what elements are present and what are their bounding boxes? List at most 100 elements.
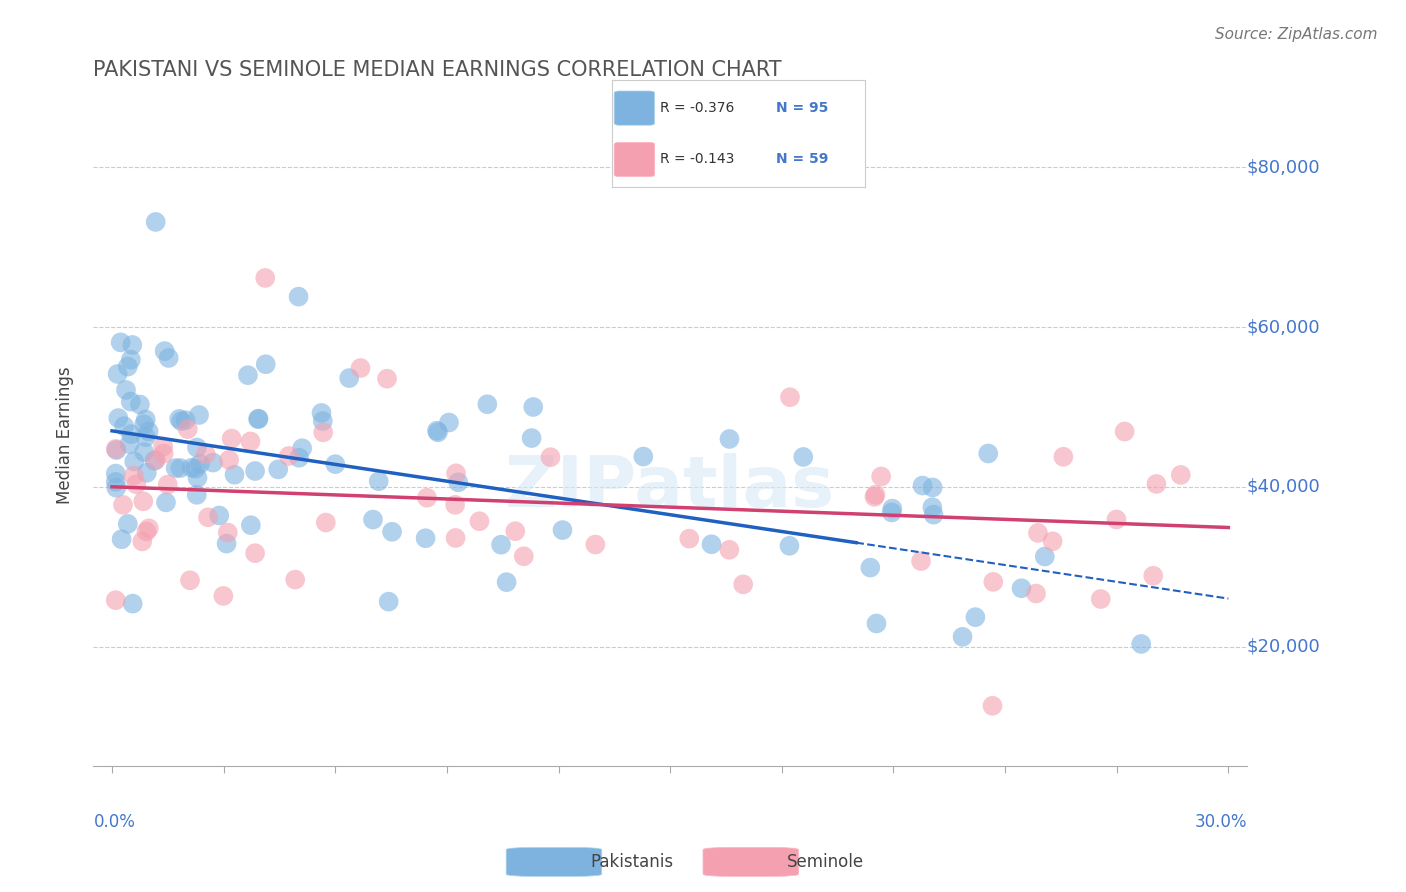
Seminole [1144,477,1167,491]
Seminole [138,521,160,535]
Pakistanis [965,610,987,624]
Pakistanis [633,450,655,464]
Seminole [212,589,235,603]
Pakistanis [254,357,277,371]
Seminole [981,574,1004,589]
Pakistanis [718,432,741,446]
Text: 30.0%: 30.0% [1195,813,1247,830]
Pakistanis [922,508,945,522]
Pakistanis [122,454,145,468]
Pakistanis [522,400,544,414]
Pakistanis [367,474,389,488]
Pakistanis [120,352,142,367]
Seminole [1042,534,1064,549]
Seminole [156,477,179,491]
Pakistanis [1130,637,1153,651]
Seminole [125,477,148,491]
Text: $80,000: $80,000 [1247,158,1320,177]
Pakistanis [977,446,1000,460]
Pakistanis [477,397,499,411]
Pakistanis [117,359,139,374]
Text: Seminole: Seminole [787,853,865,871]
Seminole [444,531,467,545]
Pakistanis [153,344,176,359]
Pakistanis [437,416,460,430]
Seminole [217,525,239,540]
Seminole [678,532,700,546]
Pakistanis [495,575,517,590]
Pakistanis [121,597,143,611]
Seminole [197,510,219,524]
Seminole [152,440,174,454]
Pakistanis [880,506,903,520]
Pakistanis [132,417,155,432]
Seminole [1052,450,1074,464]
Pakistanis [118,437,141,451]
Pakistanis [188,408,211,422]
Pakistanis [700,537,723,551]
Seminole [1090,591,1112,606]
Text: $40,000: $40,000 [1247,478,1320,496]
Seminole [243,546,266,560]
Pakistanis [167,412,190,426]
Seminole [194,447,217,461]
Pakistanis [921,500,943,515]
Pakistanis [104,475,127,489]
Pakistanis [1033,549,1056,564]
Pakistanis [110,335,132,350]
Pakistanis [157,351,180,365]
Seminole [444,498,467,512]
Seminole [312,425,335,440]
Seminole [104,442,127,456]
Pakistanis [377,594,399,608]
Pakistanis [135,466,157,480]
Pakistanis [361,513,384,527]
Seminole [375,372,398,386]
Pakistanis [236,368,259,383]
Seminole [718,542,741,557]
Pakistanis [138,425,160,439]
Seminole [218,453,240,467]
Pakistanis [169,461,191,475]
Pakistanis [135,412,157,426]
Pakistanis [381,524,404,539]
Pakistanis [921,480,943,494]
Seminole [122,468,145,483]
Pakistanis [520,431,543,445]
Text: PAKISTANI VS SEMINOLE MEDIAN EARNINGS CORRELATION CHART: PAKISTANI VS SEMINOLE MEDIAN EARNINGS CO… [93,60,782,79]
Pakistanis [247,411,270,425]
Pakistanis [291,442,314,456]
Pakistanis [208,508,231,523]
Pakistanis [145,215,167,229]
Pakistanis [267,462,290,476]
Text: R = -0.376: R = -0.376 [659,101,734,115]
Pakistanis [188,457,211,471]
Seminole [444,467,467,481]
Text: Pakistanis: Pakistanis [591,853,673,871]
Seminole [349,361,371,376]
Pakistanis [447,475,470,490]
Seminole [104,593,127,607]
Pakistanis [107,367,129,381]
Seminole [1142,568,1164,582]
Pakistanis [311,406,333,420]
Seminole [1026,525,1049,540]
Seminole [779,390,801,404]
Pakistanis [415,531,437,545]
Text: $20,000: $20,000 [1247,638,1320,656]
Pakistanis [121,338,143,352]
Text: $60,000: $60,000 [1247,318,1320,336]
FancyBboxPatch shape [703,847,799,876]
Seminole [865,488,887,502]
Pakistanis [112,419,135,434]
Pakistanis [186,471,208,485]
Seminole [145,453,167,467]
Seminole [863,490,886,504]
Pakistanis [287,290,309,304]
Pakistanis [105,442,128,457]
Text: Median Earnings: Median Earnings [56,366,73,504]
Pakistanis [859,560,882,574]
Pakistanis [426,425,449,440]
FancyBboxPatch shape [614,91,655,125]
Pakistanis [911,478,934,492]
